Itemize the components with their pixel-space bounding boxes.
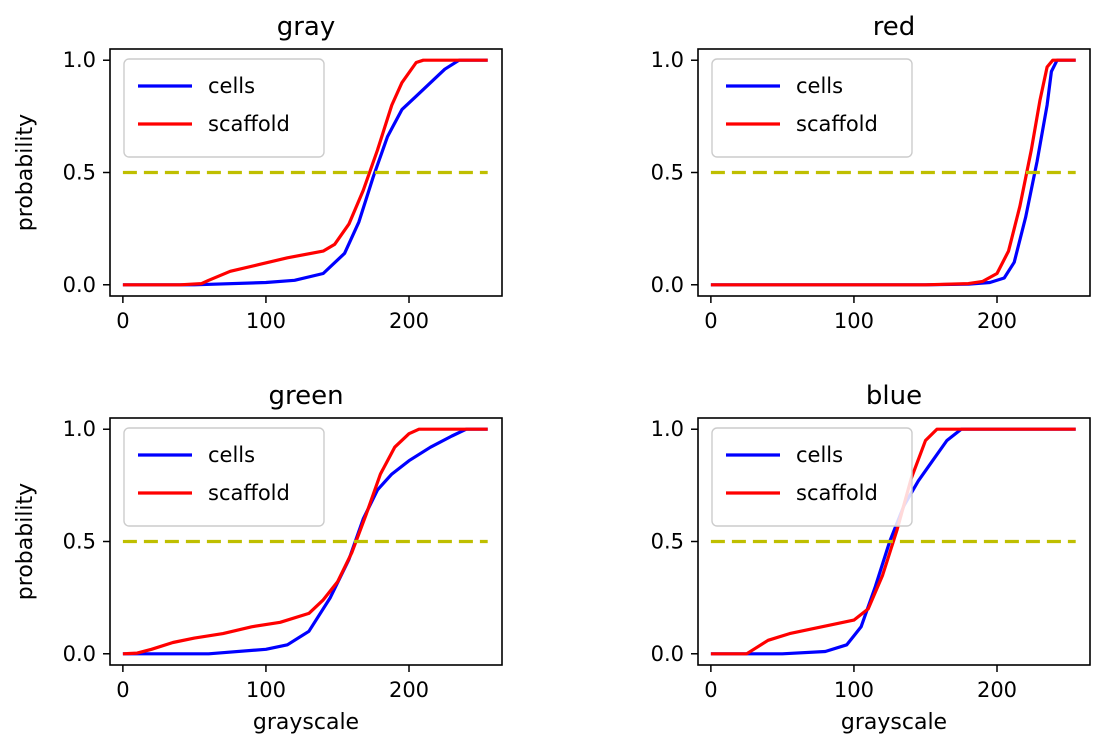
series-line-scaffold [710, 58, 1076, 287]
legend-box [711, 58, 913, 158]
legend-label-scaffold: scaffold [208, 481, 290, 505]
subplot-green: green 0 100 200 0.0 0.5 1.0 grayscale probabilit… [13, 381, 503, 735]
legend: cells scaffold [123, 58, 325, 158]
x-tick-label: 0 [116, 309, 129, 333]
x-tick-label: 0 [704, 309, 717, 333]
y-tick-label: 0.0 [63, 642, 96, 666]
x-tick-label: 100 [246, 678, 286, 702]
x-axis-label: grayscale [841, 710, 947, 735]
subplot-title: blue [866, 381, 922, 411]
x-tick-label: 200 [977, 309, 1017, 333]
x-axis-label: grayscale [253, 710, 359, 735]
x-tick-label: 200 [977, 678, 1017, 702]
y-tick-label: 1.0 [651, 48, 684, 72]
legend-label-cells: cells [208, 74, 255, 98]
y-tick-label: 0.5 [651, 530, 684, 554]
legend-label-cells: cells [796, 443, 843, 467]
y-tick-label: 1.0 [63, 417, 96, 441]
subplot-title: red [873, 12, 916, 42]
y-tick-label: 0.5 [63, 161, 96, 185]
series-line-scaffold [710, 427, 1076, 656]
x-tick-label: 100 [834, 678, 874, 702]
x-tick-label: 200 [389, 678, 429, 702]
y-tick-label: 1.0 [63, 48, 96, 72]
legend-label-cells: cells [208, 443, 255, 467]
y-tick-label: 0.0 [651, 642, 684, 666]
x-tick-label: 0 [704, 678, 717, 702]
legend-box [123, 427, 325, 527]
subplot-blue: blue 0 100 200 0.0 0.5 1.0 grayscale cells scaffo… [651, 381, 1091, 735]
legend-label-scaffold: scaffold [796, 481, 878, 505]
y-tick-label: 0.0 [651, 273, 684, 297]
legend: cells scaffold [123, 427, 325, 527]
legend-box [123, 58, 325, 158]
subplot-title: gray [277, 12, 336, 42]
subplot-gray: gray 0 100 200 0.0 0.5 1.0 probability cells scaf… [13, 12, 503, 333]
x-tick-label: 0 [116, 678, 129, 702]
x-tick-label: 100 [246, 309, 286, 333]
legend-label-scaffold: scaffold [208, 112, 290, 136]
y-tick-label: 0.5 [63, 530, 96, 554]
subplot-title: green [268, 381, 343, 411]
series-line-scaffold [122, 427, 488, 656]
x-tick-label: 200 [389, 309, 429, 333]
legend-label-scaffold: scaffold [796, 112, 878, 136]
y-tick-label: 0.5 [651, 161, 684, 185]
subplot-red: red 0 100 200 0.0 0.5 1.0 cells scaffold [651, 12, 1091, 333]
y-tick-label: 1.0 [651, 417, 684, 441]
series-line-cells [122, 58, 488, 287]
legend: cells scaffold [711, 427, 913, 527]
y-axis-label: probability [13, 114, 38, 231]
x-tick-label: 100 [834, 309, 874, 333]
legend-box [711, 427, 913, 527]
y-tick-label: 0.0 [63, 273, 96, 297]
legend: cells scaffold [711, 58, 913, 158]
y-axis-label: probability [13, 483, 38, 600]
legend-label-cells: cells [796, 74, 843, 98]
series-line-scaffold [122, 58, 488, 287]
